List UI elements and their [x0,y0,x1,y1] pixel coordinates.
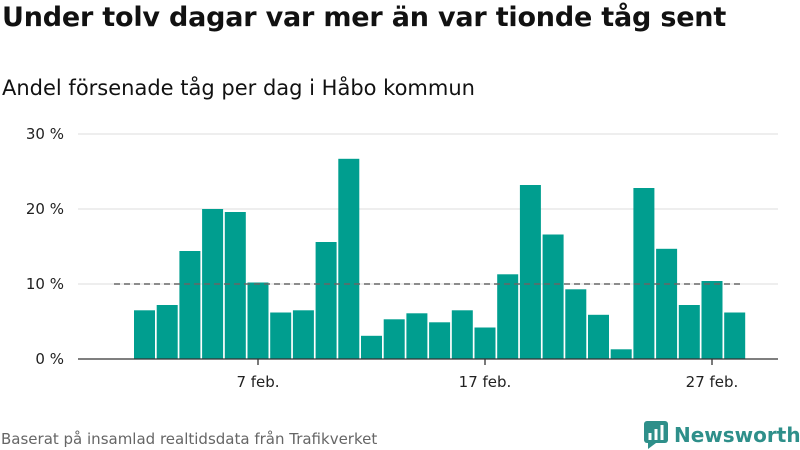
bar [270,312,292,359]
bar [156,305,178,359]
bar [610,349,632,360]
source-note: Baserat på insamlad realtidsdata från Tr… [1,430,378,448]
chart-title: Under tolv dagar var mer än var tionde t… [2,2,727,33]
y-tick-label: 10 % [26,275,64,293]
bar [656,248,678,360]
bar [451,310,473,360]
bar [519,185,541,359]
bar [179,251,201,359]
y-tick-label: 20 % [26,200,64,218]
bar [474,327,496,359]
bar [224,212,246,359]
bar [701,281,723,359]
bar [338,158,360,360]
y-axis-ticks: 0 % 10 % 20 % 30 % [26,125,64,368]
x-tick-label: 17 feb. [459,373,512,391]
bar [678,305,700,359]
bar [134,310,155,360]
bar [202,209,224,359]
bar [633,188,655,359]
y-tick-label: 0 % [35,350,64,368]
bar [406,313,428,360]
newsworthy-logo-icon [644,421,668,449]
y-tick-label: 30 % [26,125,64,143]
brand-name: Newsworthy [674,423,800,447]
bar [247,282,269,359]
bar [542,234,564,359]
x-tick-label: 27 feb. [686,373,739,391]
bar [588,314,609,360]
bar [429,322,451,360]
brand-logo: Newsworthy [644,420,800,450]
bar [565,289,587,360]
bar [724,312,746,359]
bar [315,242,337,359]
bar [361,335,382,360]
bar [497,274,519,360]
bar [383,319,405,360]
x-axis-ticks: 7 feb. 17 feb. 27 feb. [236,359,738,391]
bar [292,310,314,360]
chart-subtitle: Andel försenade tåg per dag i Håbo kommu… [2,76,475,100]
x-tick-label: 7 feb. [236,373,279,391]
bars [134,158,746,360]
